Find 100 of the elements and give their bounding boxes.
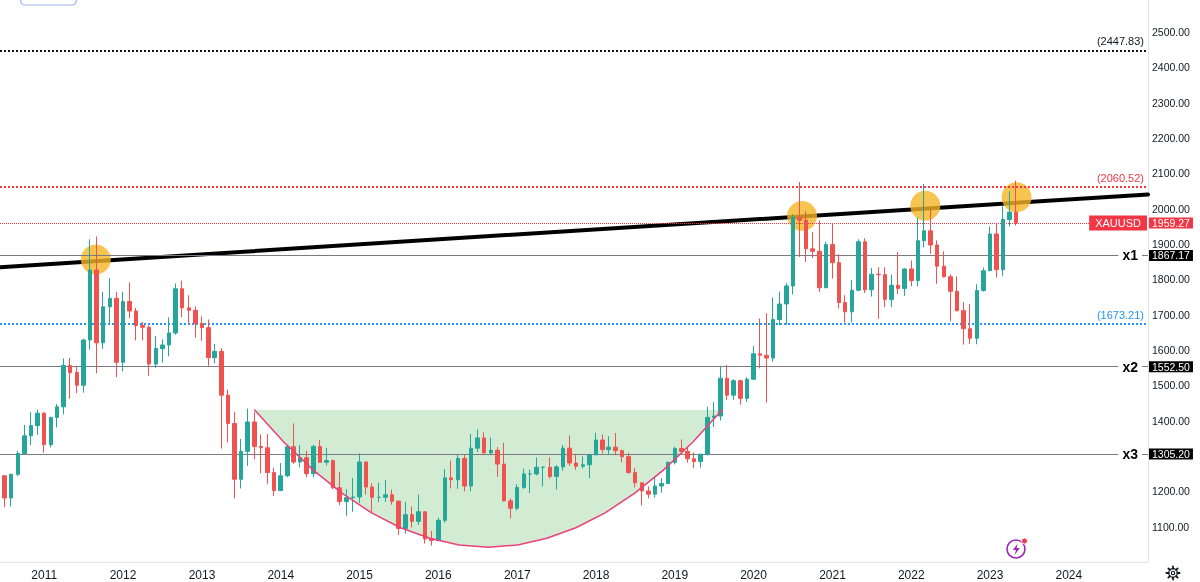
candlestick [245,408,250,467]
candlestick [88,238,92,351]
candlestick [200,315,204,342]
candlestick [777,291,782,326]
candlestick [534,456,539,476]
x-tick-label: 2022 [897,568,925,582]
candlestick [344,488,349,517]
candlestick [528,469,532,494]
y-tick-label: 1200.00 [1152,485,1191,498]
candlestick [462,454,467,492]
candlestick [482,431,486,456]
candlestick [981,267,986,293]
x-tick-label: 2012 [109,568,137,582]
x-tick-label: 2024 [1055,568,1083,582]
candlestick [108,277,112,324]
candlestick [436,517,441,541]
y-tick-label: 1552.50 [1152,360,1191,373]
x-tick-label: 2016 [424,568,452,582]
candlestick [134,307,138,341]
candlestick [232,411,237,499]
candlestick [1007,190,1012,227]
candlestick [633,467,637,488]
candlestick [265,433,270,485]
candlestick [35,409,40,436]
candlestick [272,467,276,497]
y-tick-label: 1400.00 [1152,414,1191,427]
candlestick [698,453,703,469]
candlestick [876,266,881,320]
candlestick [252,411,257,460]
candlestick [180,280,184,318]
ref-line-label: x3 [1122,446,1139,463]
candlestick [764,312,769,404]
candlestick [219,347,224,450]
y-tick-label: 1959.27 [1152,216,1191,229]
candlestick [429,530,434,547]
y-tick-label: 2400.00 [1152,61,1191,74]
candlestick [147,325,151,377]
candlestick [843,294,847,324]
ref-line-label: x2 [1122,358,1139,375]
x-tick-label: 2015 [346,568,374,582]
candlestick [942,250,946,278]
ref-line-label: x1 [1122,247,1139,264]
candlestick [357,452,362,504]
ref-line-label: (1673.21) [1096,308,1144,321]
candlestick [745,376,749,403]
candlestick [449,460,453,489]
candlestick [620,449,624,463]
x-tick-label: 2017 [503,568,531,582]
candlestick [94,235,99,374]
candlestick [758,317,762,369]
candlestick [212,343,217,364]
candlestick [167,316,171,357]
candlestick [626,452,631,475]
candlestick [731,378,736,401]
candlestick [331,459,335,490]
candlestick [29,411,33,446]
candlestick [1014,180,1018,227]
y-tick-label: 1867.17 [1152,249,1191,262]
candlestick [502,442,506,503]
candlestick [830,222,835,280]
y-tick-label: 2100.00 [1152,167,1191,180]
candlestick [771,297,775,363]
candlestick [869,267,874,298]
x-tick-label: 2019 [661,568,689,582]
candlestick [863,237,867,294]
y-tick-label: 2000.00 [1152,202,1191,215]
candlestick [16,450,20,477]
candlestick [239,438,243,489]
y-tick-label: 1100.00 [1152,520,1190,533]
candlestick [548,456,552,480]
candlestick [469,433,473,492]
candlestick [797,181,802,258]
y-tick-label: 1305.20 [1152,448,1191,461]
y-tick-label: 1600.00 [1152,343,1191,356]
point [910,190,941,221]
candlestick [495,446,500,478]
candlestick [712,401,716,428]
candlestick [896,251,900,295]
candlestick [791,213,795,295]
candlestick [837,253,841,310]
candlestick [574,453,578,471]
candlestick [278,462,283,492]
ref-line-label: XAUUSD [1095,216,1142,229]
candlestick [226,389,230,444]
candlestick [856,238,861,292]
candlestick [659,477,664,494]
candlestick [390,489,394,506]
candlestick [975,283,979,345]
y-tick-label: 1700.00 [1152,308,1191,321]
candlestick [187,294,191,325]
y-tick-label: 1900.00 [1152,237,1191,250]
candlestick [351,477,355,513]
candlestick [600,433,605,454]
x-tick-label: 2013 [188,568,216,582]
y-tick-label: 2500.00 [1152,25,1191,38]
candlestick [554,464,559,491]
candlestick [42,411,46,454]
candlestick [160,338,165,364]
candlestick [994,222,999,278]
ref-line-label: (2060.52) [1096,171,1144,184]
